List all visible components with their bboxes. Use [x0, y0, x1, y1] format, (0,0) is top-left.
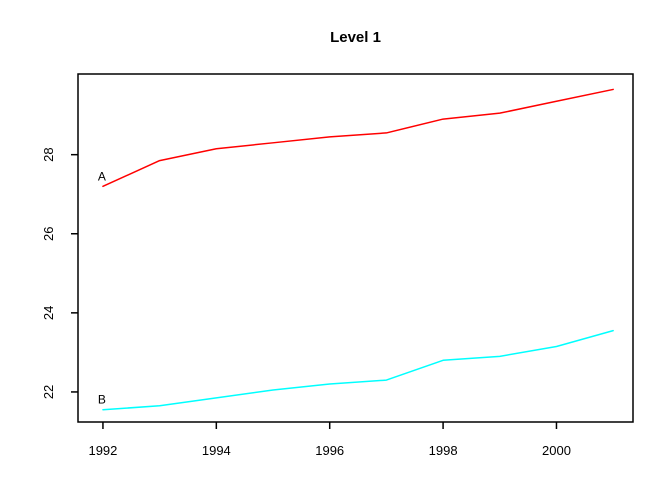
y-axis-tick-label: 24	[41, 306, 56, 320]
chart-title: Level 1	[330, 29, 381, 46]
x-axis-tick-label: 1992	[88, 443, 117, 458]
y-axis-tick-label: 22	[41, 385, 56, 399]
x-axis-tick-label: 2000	[542, 443, 571, 458]
plot-box	[77, 73, 634, 423]
y-axis-tick-label: 28	[41, 147, 56, 161]
x-axis-tick-label: 1994	[202, 443, 231, 458]
series-a-label: A	[98, 169, 106, 183]
x-axis-tick-label: 1996	[315, 443, 344, 458]
series-a-line	[102, 88, 614, 188]
x-axis-tick-label: 1998	[429, 443, 458, 458]
series-b-line	[102, 329, 614, 411]
series-b-label: B	[98, 393, 106, 407]
y-axis-tick-label: 26	[41, 227, 56, 241]
